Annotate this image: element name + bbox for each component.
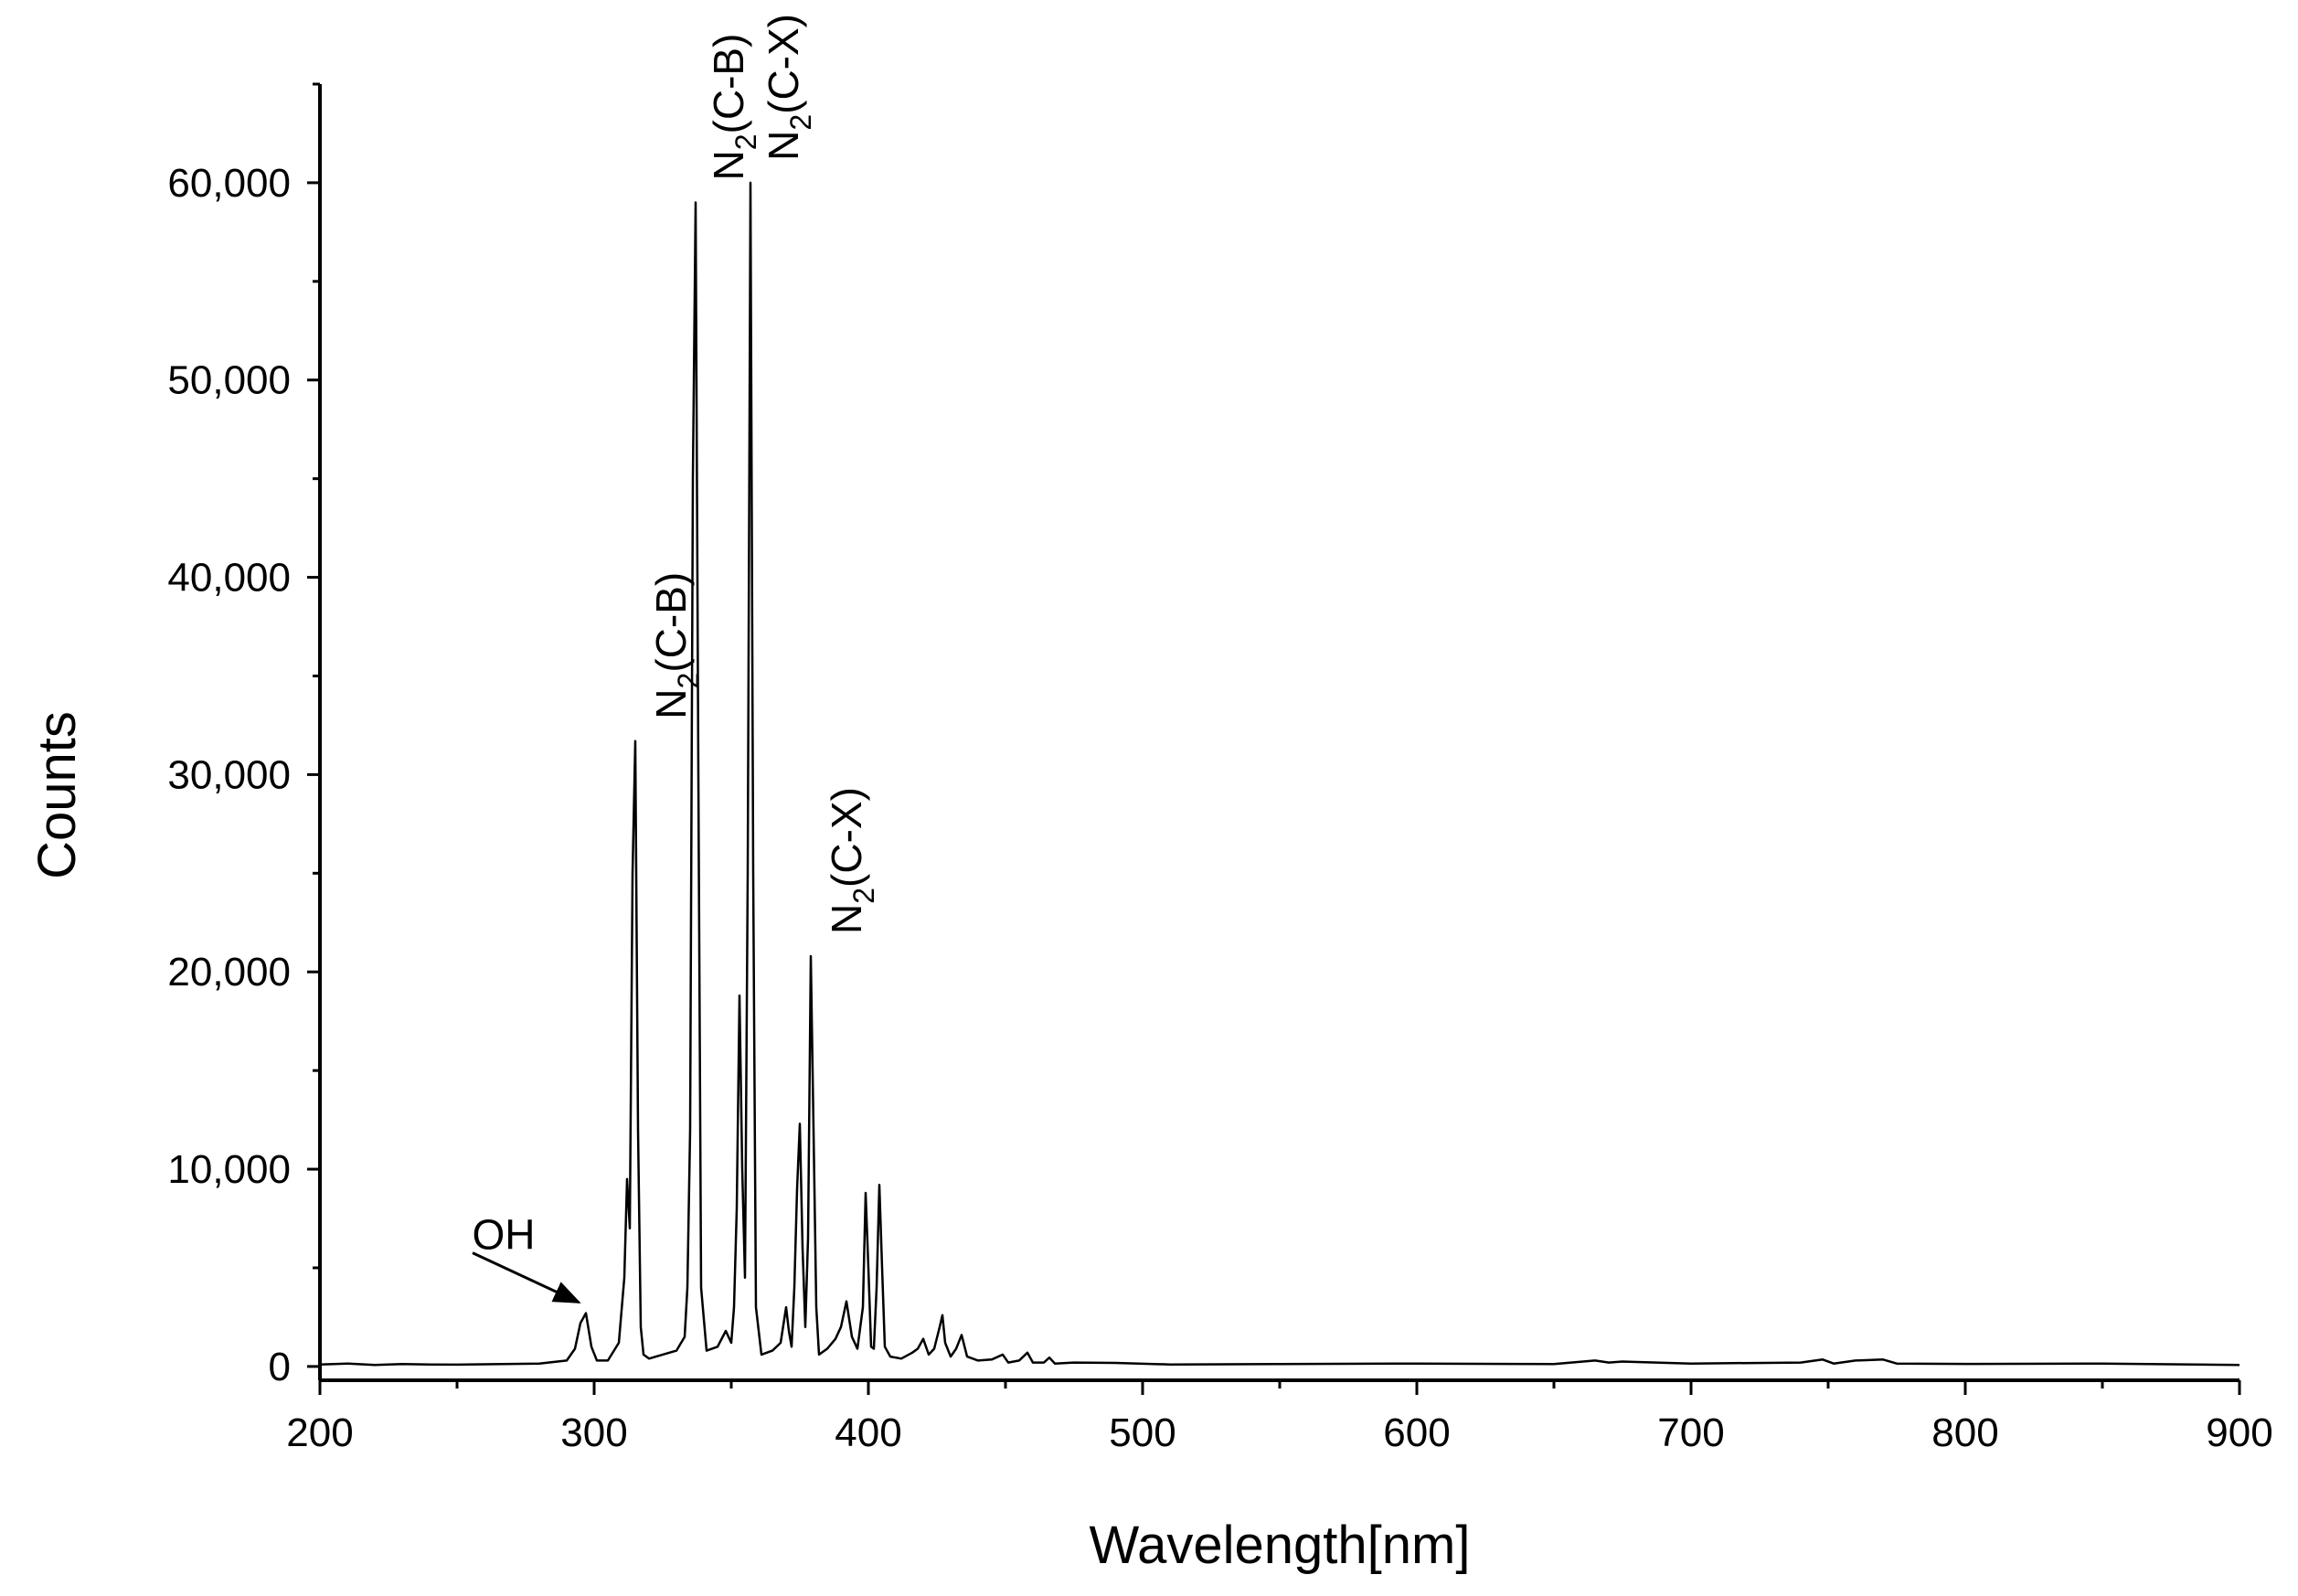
annotation-subscript: 2 — [847, 888, 880, 904]
x-tick-label: 200 — [286, 1410, 353, 1455]
annotation-subscript: 2 — [729, 133, 762, 150]
x-tick-label: 600 — [1383, 1410, 1450, 1455]
annotation-N2-CB-337: N2(C-B) — [705, 34, 762, 181]
series-group — [319, 181, 2240, 1367]
x-axis-title: Wavelength[nm] — [1090, 1516, 1471, 1575]
x-tick-label: 300 — [560, 1410, 627, 1455]
x-tick-label: 700 — [1657, 1410, 1724, 1455]
x-tick-label: 500 — [1109, 1410, 1176, 1455]
y-tick-label: 50,000 — [167, 358, 291, 403]
x-tick-label: 400 — [835, 1410, 901, 1455]
annotation-N2-CX-357: N2(C-X) — [760, 14, 817, 161]
annotation-OH: OH — [473, 1211, 536, 1259]
y-axis-ticks: 0 10,000 20,000 30,000 40,000 50,000 60,000 — [167, 82, 320, 1389]
annotation-subscript: 2 — [672, 673, 705, 689]
y-tick-label: 10,000 — [167, 1147, 291, 1192]
y-tick-label: 0 — [269, 1345, 291, 1389]
annotation-N2-CX-380: N2(C-X) — [823, 787, 880, 934]
spectrum-line — [319, 181, 2240, 1367]
annotation-suffix: (C-B) — [647, 572, 695, 673]
annotation-main: N — [647, 688, 695, 718]
annotation-main: N — [705, 150, 752, 180]
x-axis-ticks: 200 300 400 500 600 700 800 900 — [286, 1380, 2273, 1455]
annotation-suffix: (C-X) — [823, 787, 870, 888]
y-tick-label: 60,000 — [167, 161, 291, 206]
annotation-main: N — [823, 904, 870, 934]
annotation-suffix: (C-B) — [705, 34, 752, 134]
annotation-subscript: 2 — [784, 114, 817, 131]
y-tick-label: 20,000 — [167, 950, 291, 995]
x-tick-label: 900 — [2206, 1410, 2272, 1455]
annotation-suffix: (C-X) — [760, 14, 807, 114]
y-tick-label: 40,000 — [167, 556, 291, 601]
annotation-N2-CB-316: N2(C-B) — [647, 572, 705, 719]
y-axis-title: Counts — [27, 711, 87, 879]
annotation-arrow — [472, 1251, 581, 1303]
annotation-main: N — [760, 131, 807, 161]
y-tick-label: 30,000 — [167, 752, 291, 797]
x-tick-label: 800 — [1931, 1410, 1998, 1455]
